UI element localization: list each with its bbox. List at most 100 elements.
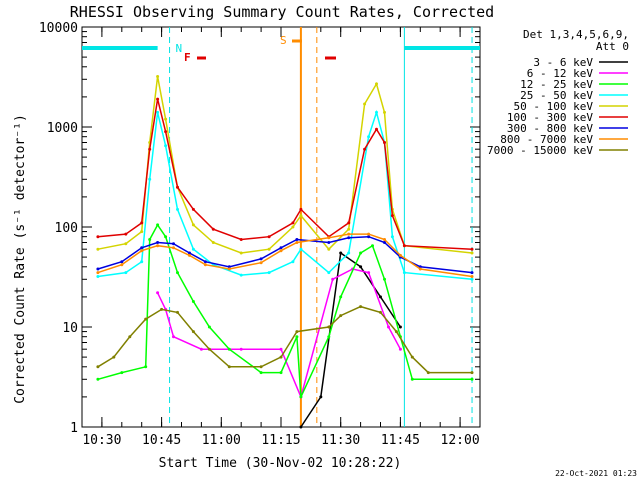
data-point-5 [347,221,351,225]
data-point-2 [120,371,124,375]
data-point-2 [410,377,414,381]
data-point-2 [207,325,211,329]
y-tick-label: 10 [62,321,78,336]
legend-label: 3 - 6 keV [533,56,593,69]
data-point-4 [156,75,160,78]
series-line-8 [97,305,472,374]
series-line-7 [97,233,473,278]
data-point-7 [140,249,144,253]
data-point-4 [299,214,303,218]
data-point-5 [124,232,128,236]
data-point-6 [227,265,231,269]
series-line-4 [97,76,473,254]
data-point-8 [339,314,343,318]
data-point-5 [375,127,378,131]
data-point-0 [339,251,343,255]
x-tick-label: 11:45 [381,433,420,448]
data-point-7 [188,253,191,257]
x-tick-label: 10:30 [82,433,121,448]
x-tick-label: 11:15 [261,433,300,448]
data-point-0 [379,295,382,299]
data-point-7 [156,244,160,248]
data-point-5 [299,207,303,211]
data-point-8 [207,347,211,351]
data-point-8 [259,365,263,369]
data-point-3 [402,271,406,275]
data-point-7 [203,263,207,267]
legend-header-line-2: Att 0 [596,40,629,53]
data-point-7 [295,241,299,244]
data-point-6 [156,241,160,244]
data-point-3 [470,277,474,281]
legend-label: 12 - 25 keV [520,78,593,91]
legend-header-line-1: Det 1,3,4,5,6,9, [523,28,629,41]
data-point-6 [188,251,191,255]
data-point-3 [176,207,179,211]
data-point-2 [148,238,152,241]
data-point-4 [470,251,474,255]
data-point-6 [327,241,331,244]
data-point-0 [319,395,323,399]
data-point-2 [164,235,168,239]
data-point-5 [164,130,168,134]
data-point-2 [176,271,179,275]
data-point-3 [390,235,394,239]
legend-label: 7000 - 15000 keV [487,144,593,157]
data-point-8 [470,371,474,375]
data-point-5 [402,244,406,248]
y-tick-label: 100 [55,221,78,236]
legend-label: 6 - 12 keV [527,67,594,80]
series-line-0 [300,251,402,428]
data-point-4 [383,110,386,114]
data-point-4 [96,247,100,251]
data-point-3 [347,251,351,255]
data-point-1 [199,347,203,351]
data-point-3 [191,247,195,251]
x-tick-label: 10:45 [142,433,181,448]
data-point-1 [172,335,175,339]
series-line-3 [97,109,473,281]
data-point-4 [363,102,367,106]
data-point-5 [96,235,100,239]
legend-label: 800 - 7000 keV [500,133,593,146]
data-point-4 [191,223,195,227]
data-point-0 [398,325,402,329]
data-point-6 [140,246,144,250]
data-point-4 [164,117,168,121]
data-point-0 [359,265,363,269]
data-point-8 [410,355,414,359]
x-tick-label: 11:30 [321,433,360,448]
data-point-2 [144,365,148,369]
data-point-8 [394,330,398,334]
data-point-2 [96,377,100,381]
data-point-6 [295,238,299,241]
data-point-8 [426,371,430,375]
data-point-3 [156,110,160,114]
data-point-4 [327,247,331,251]
data-point-1 [239,347,243,351]
timestamp-label: 22-Oct-2021 01:23 [555,469,637,478]
flag-n-label: N [176,42,183,55]
data-point-5 [363,147,367,151]
data-point-2 [295,335,299,339]
data-point-7 [398,253,402,257]
data-point-1 [156,291,160,295]
data-point-4 [211,241,215,244]
data-point-2 [259,371,263,375]
data-point-7 [347,232,351,236]
series-line-1 [156,268,402,400]
data-point-7 [383,238,386,241]
data-point-7 [327,236,331,240]
data-point-6 [367,235,371,239]
y-tick-label: 1000 [47,121,78,136]
data-point-5 [291,221,295,225]
data-point-8 [191,330,195,334]
data-point-3 [148,177,152,181]
data-point-2 [339,295,343,299]
flag-f-label: F [184,51,191,64]
data-point-7 [172,246,175,250]
data-point-3 [239,273,243,277]
data-point-8 [327,325,331,329]
series-line-5 [97,98,473,250]
data-point-2 [227,347,231,351]
